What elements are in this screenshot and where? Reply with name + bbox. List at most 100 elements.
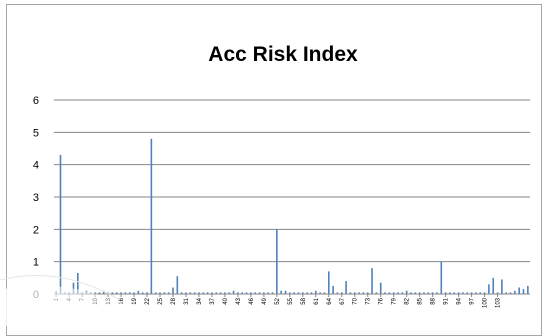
bar-6 (77, 272, 79, 294)
bar-78 (388, 292, 391, 294)
bar-66 (336, 292, 339, 294)
bar-90 (440, 261, 443, 294)
x-tick-label: 97 (470, 297, 476, 304)
bar-63 (323, 292, 326, 294)
bar-44 (241, 292, 244, 294)
bar-95 (462, 292, 464, 294)
bar-36 (206, 292, 209, 294)
x-tick-label: 16 (119, 297, 125, 304)
y-tick-label: 1 (33, 257, 39, 269)
x-tick-label: 22 (145, 297, 151, 304)
bar-104 (501, 279, 503, 294)
x-tick-label: 82 (405, 297, 411, 304)
bar-undefined (527, 285, 529, 294)
bar-67 (340, 292, 343, 294)
bar-69 (349, 292, 352, 294)
bar-undefined (522, 289, 525, 294)
bar-87 (427, 292, 430, 294)
bar-89 (436, 292, 438, 294)
y-tick-label: 0 (33, 289, 39, 301)
bar-51 (271, 292, 274, 294)
x-tick-label: 91 (444, 297, 450, 304)
x-tick-label: 1 (54, 297, 60, 301)
bar-88 (431, 292, 434, 294)
bars (55, 138, 529, 294)
bar-103 (496, 292, 499, 294)
bar-39 (219, 292, 222, 294)
bar-100 (483, 292, 486, 294)
x-tick-label: 58 (301, 297, 307, 304)
bar-96 (466, 292, 469, 294)
x-tick-label: 31 (184, 297, 190, 304)
bar-102 (492, 277, 495, 294)
bar-43 (237, 292, 239, 294)
bar-93 (453, 292, 456, 294)
bar-77 (384, 292, 386, 294)
bar-71 (358, 292, 360, 294)
bar-42 (232, 290, 235, 294)
bar-80 (397, 292, 399, 294)
x-tick-label: 55 (288, 297, 294, 304)
x-tick-label: 7 (80, 297, 86, 301)
bar-83 (410, 292, 412, 294)
bar-84 (414, 292, 417, 294)
bar-74 (371, 268, 373, 294)
y-tick-label: 3 (33, 192, 39, 204)
x-tick-label: 103 (496, 297, 502, 308)
bar-23 (150, 138, 153, 294)
x-tick-label: 79 (392, 297, 398, 304)
bar-105 (505, 292, 507, 294)
bar-79 (392, 292, 395, 294)
y-tick-label: 2 (33, 224, 39, 236)
bar-45 (245, 292, 248, 294)
y-tick-label: 4 (33, 160, 39, 172)
x-tick-label: 40 (223, 297, 229, 304)
x-tick-label: 76 (379, 297, 385, 304)
x-tick-label: 28 (171, 297, 177, 304)
bar-73 (366, 292, 369, 294)
x-tick-label: 37 (210, 297, 216, 304)
x-tick-label: 25 (158, 297, 164, 304)
x-axis-tick-labels: 1 4 7 10 13 16 19 22 25 28 31 34 37 40 43 46 49 52 55 58 61 6… (54, 294, 502, 308)
bar-48 (258, 292, 261, 294)
bar-58 (302, 292, 304, 294)
y-axis-tick-labels: 0 1 2 3 4 5 6 (33, 95, 39, 301)
bar-107 (514, 290, 516, 294)
x-tick-label: 70 (353, 297, 359, 304)
x-tick-label: 100 (483, 297, 489, 308)
bar-94 (457, 292, 460, 294)
bar-52 (276, 229, 278, 294)
bar-56 (293, 292, 295, 294)
x-tick-label: 94 (457, 297, 463, 304)
x-tick-label: 67 (340, 297, 346, 304)
bar-59 (306, 292, 308, 294)
x-tick-label: 13 (106, 297, 112, 304)
bar-57 (297, 292, 300, 294)
x-tick-label: 10 (93, 297, 99, 304)
bar-75 (375, 292, 378, 294)
bar-91 (444, 292, 447, 294)
y-tick-label: 5 (33, 127, 39, 139)
bar-86 (423, 292, 425, 294)
bar-46 (250, 292, 252, 294)
x-tick-label: 19 (132, 297, 138, 304)
bar-64 (327, 271, 330, 294)
bar-101 (488, 284, 490, 294)
x-tick-label: 61 (314, 297, 320, 304)
bar-65 (332, 285, 334, 294)
bar-50 (267, 292, 269, 294)
chart-title: Acc Risk Index (208, 43, 358, 66)
bar-38 (215, 292, 218, 294)
bar-37 (211, 292, 213, 294)
y-tick-label: 6 (33, 95, 39, 107)
bar-70 (353, 292, 356, 294)
bar-92 (449, 292, 451, 294)
bar-5 (72, 282, 75, 294)
x-tick-label: 46 (249, 297, 255, 304)
bar-47 (254, 292, 257, 294)
bar-106 (509, 292, 512, 294)
x-tick-label: 49 (262, 297, 268, 304)
bar-53 (280, 290, 282, 294)
bar-97 (470, 292, 473, 294)
